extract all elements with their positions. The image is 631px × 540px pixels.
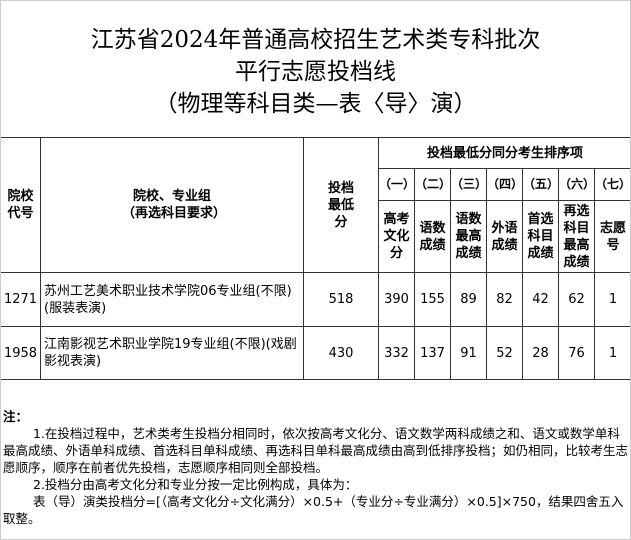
header-min-score: 投档最低分	[303, 137, 379, 273]
header-rank-label: 语数成绩	[414, 200, 451, 273]
rank-value: 42	[522, 272, 559, 327]
admission-table: 院校代号 院校、专业组（再选科目要求） 投档最低分 投档最低分同分考生排序项 （…	[0, 137, 631, 380]
rank-value: 82	[486, 272, 523, 327]
header-rank-num: （五）	[522, 168, 559, 201]
header-rank-num: （四）	[486, 168, 523, 201]
min-score: 430	[303, 326, 379, 380]
page-title-line3: （物理等科目类—表〈导〉演）	[154, 91, 477, 117]
table-row: 1958 江南影视艺术职业学院19专业组(不限)(戏剧影视表演) 430 332 137…	[0, 326, 631, 380]
notes: 注： 1.在投档过程中，艺术类考生投档分相同时，依次按高考文化分、语文数学两科成…	[3, 408, 629, 527]
school-code: 1271	[0, 272, 41, 327]
notes-heading: 注：	[3, 409, 29, 424]
rank-value: 1	[593, 272, 631, 327]
header-rank-label: 高考文化分	[378, 200, 415, 273]
rank-value: 390	[378, 272, 415, 327]
rank-value: 91	[450, 326, 487, 380]
header-rank-num: （七）	[593, 168, 631, 201]
note-1: 1.在投档过程中，艺术类考生投档分相同时，依次按高考文化分、语文数学两科成绩之和…	[3, 426, 629, 475]
rank-value: 332	[378, 326, 415, 380]
header-rank-num: （二）	[414, 168, 451, 201]
header-name: 院校、专业组（再选科目要求）	[40, 137, 304, 273]
rank-value: 62	[558, 272, 595, 327]
header-rank-num: （三）	[450, 168, 487, 201]
page-title-line1: 江苏省2024年普通高校招生艺术类专科批次	[90, 27, 541, 53]
rank-value: 155	[414, 272, 451, 327]
header-rank-num: （一）	[378, 168, 415, 201]
header-rank-label: 语数最高成绩	[450, 200, 487, 273]
school-name: 苏州工艺美术职业技术学院06专业组(不限)(服装表演)	[40, 272, 304, 327]
rank-value: 76	[558, 326, 595, 380]
header-rank-label: 首选科目成绩	[522, 200, 559, 273]
header-rank-num: （六）	[558, 168, 595, 201]
page-title-line2: 平行志愿投档线	[235, 59, 396, 85]
note-3: 表（导）演类投档分=[（高考文化分÷文化满分）×0.5+（专业分÷专业满分）×0…	[3, 494, 624, 526]
school-code: 1958	[0, 326, 41, 380]
rank-value: 1	[593, 326, 631, 380]
rank-value: 89	[450, 272, 487, 327]
school-name: 江南影视艺术职业学院19专业组(不限)(戏剧影视表演)	[40, 326, 304, 380]
header-rank-group: 投档最低分同分考生排序项	[377, 137, 631, 169]
table-row: 1271 苏州工艺美术职业技术学院06专业组(不限)(服装表演) 518 390 155…	[0, 272, 631, 327]
header-rank-label: 外语成绩	[486, 200, 523, 273]
min-score: 518	[303, 272, 379, 327]
rank-value: 137	[414, 326, 451, 380]
header-code: 院校代号	[0, 137, 41, 273]
header-rank-label: 志愿号	[593, 200, 631, 273]
note-2: 2.投档分由高考文化分和专业分按一定比例构成，具体为：	[33, 477, 358, 492]
rank-value: 28	[522, 326, 559, 380]
rank-value: 52	[486, 326, 523, 380]
header-rank-label: 再选科目最高成绩	[558, 200, 595, 273]
